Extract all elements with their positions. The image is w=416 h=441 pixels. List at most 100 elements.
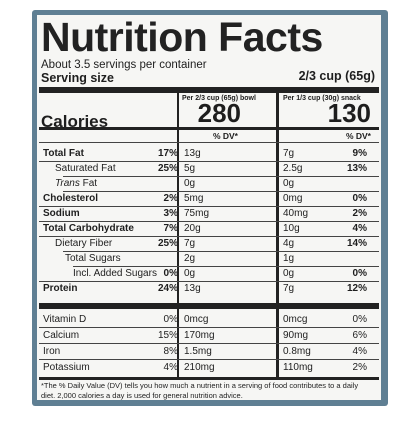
row-divider	[63, 251, 379, 252]
label-title: Nutrition Facts	[41, 15, 323, 60]
divider-footnote	[39, 377, 379, 380]
divider-thick-vitamins	[39, 303, 379, 309]
nutrient-row: Cholesterol 5mg 2% 0mg 0%	[39, 191, 379, 206]
dv-snack: 2%	[352, 208, 367, 219]
dv-bowl: 4%	[163, 362, 178, 373]
nutrient-name: Iron	[43, 346, 61, 357]
nutrient-name-italic: Trans	[55, 178, 80, 189]
amount-snack: 7g	[283, 148, 295, 159]
row-divider	[73, 266, 379, 267]
amount-snack: 0.8mg	[283, 346, 311, 357]
row-divider	[39, 161, 379, 162]
nutrition-label: Nutrition Facts About 3.5 servings per c…	[37, 15, 381, 400]
row-divider	[39, 221, 379, 222]
dv-snack: 4%	[352, 223, 367, 234]
amount-snack: 7g	[283, 283, 295, 294]
dv-bowl: 3%	[163, 208, 178, 219]
nutrient-row: Trans Fat 0g 0g	[39, 176, 379, 191]
amount-snack: 10g	[283, 223, 300, 234]
calories-snack: 130	[327, 98, 371, 128]
amount-bowl: 5mg	[184, 193, 204, 204]
calories-bowl: 280	[197, 98, 241, 128]
dv-header-bowl: % DV*	[212, 131, 238, 141]
amount-bowl: 170mg	[184, 330, 215, 341]
amount-bowl: 1.5mg	[184, 346, 212, 357]
nutrient-row: Total Sugars 2g 1g	[39, 251, 379, 266]
dv-snack: 2%	[352, 362, 367, 373]
dv-snack: 14%	[346, 238, 367, 249]
amount-bowl: 13g	[184, 148, 201, 159]
dv-snack: 13%	[346, 163, 367, 174]
dv-snack: 4%	[352, 346, 367, 357]
serving-size-value: 2/3 cup (65g)	[298, 69, 375, 83]
amount-bowl: 0g	[184, 268, 196, 279]
nutrient-row: Iron 1.5mg 8% 0.8mg 4%	[39, 344, 379, 359]
dv-snack: 0%	[352, 314, 367, 325]
amount-snack: 0mg	[283, 193, 303, 204]
serving-size-label: Serving size	[41, 71, 114, 85]
nutrient-name: Incl. Added Sugars	[73, 268, 157, 279]
amount-snack: 2.5g	[283, 163, 303, 174]
row-divider	[39, 206, 379, 207]
nutrient-name: Vitamin D	[43, 314, 87, 325]
dv-bowl: 15%	[157, 330, 178, 341]
column-divider-left	[177, 93, 179, 378]
nutrient-name: Sodium	[43, 208, 80, 219]
nutrient-name: Protein	[43, 283, 78, 294]
row-divider	[39, 327, 379, 328]
nutrient-name: Total Carbohydrate	[43, 223, 134, 234]
amount-snack: 0g	[283, 268, 295, 279]
row-divider	[63, 176, 379, 177]
nutrient-name: Total Sugars	[65, 253, 121, 264]
dv-footnote: *The % Daily Value (DV) tells you how mu…	[41, 381, 359, 400]
dv-bowl: 0%	[163, 268, 178, 279]
column-header-bowl: Per 2/3 cup (65g) bowl	[182, 95, 256, 102]
amount-snack: 0mcg	[283, 314, 308, 325]
row-divider	[39, 236, 379, 237]
divider-thick	[39, 87, 379, 93]
amount-bowl: 7g	[184, 238, 196, 249]
nutrient-name: Saturated Fat	[55, 163, 116, 174]
nutrient-row: Total Carbohydrate 20g 7% 10g 4%	[39, 221, 379, 236]
amount-bowl: 0mcg	[184, 314, 209, 325]
amount-snack: 110mg	[283, 362, 313, 373]
dv-header-snack: % DV*	[345, 131, 371, 141]
row-divider	[39, 343, 379, 344]
dv-snack: 9%	[352, 148, 367, 159]
amount-bowl: 2g	[184, 253, 196, 264]
dv-snack: 0%	[352, 193, 367, 204]
dv-bowl: 0%	[163, 314, 178, 325]
amount-snack: 4g	[283, 238, 295, 249]
dv-bowl: 24%	[157, 283, 178, 294]
nutrient-name: Potassium	[43, 362, 90, 373]
row-divider	[63, 191, 379, 192]
nutrient-row: Saturated Fat 5g 25% 2.5g 13%	[39, 161, 379, 176]
nutrient-row: Potassium 210mg 4% 110mg 2%	[39, 360, 379, 375]
nutrient-row: Sodium 75mg 3% 40mg 2%	[39, 206, 379, 221]
dv-snack: 0%	[352, 268, 367, 279]
nutrient-name-suffix: Fat	[79, 178, 98, 189]
nutrient-name: Cholesterol	[43, 193, 99, 204]
amount-snack: 90mg	[283, 330, 309, 341]
nutrient-name: Total Fat	[43, 148, 84, 159]
amount-bowl: 20g	[184, 223, 201, 234]
divider-medium	[39, 127, 379, 130]
nutrient-name: Dietary Fiber	[55, 238, 113, 249]
dv-bowl: 17%	[157, 148, 178, 159]
calories-label: Calories	[41, 112, 109, 131]
amount-bowl: 0g	[184, 178, 196, 189]
nutrient-row: Total Fat 13g 17% 7g 9%	[39, 146, 379, 161]
dv-bowl: 25%	[157, 238, 178, 249]
amount-snack: 0g	[283, 178, 295, 189]
dv-bowl: 2%	[163, 193, 178, 204]
nutrient-row: Protein 13g 24% 7g 12%	[39, 281, 379, 296]
nutrient-row: Dietary Fiber 7g 25% 4g 14%	[39, 236, 379, 251]
servings-per-container: About 3.5 servings per container	[41, 59, 207, 71]
dv-snack: 6%	[352, 330, 367, 341]
amount-snack: 1g	[283, 253, 295, 264]
column-divider-right	[276, 93, 279, 378]
amount-bowl: 75mg	[184, 208, 210, 219]
amount-bowl: 13g	[184, 283, 201, 294]
amount-bowl: 5g	[184, 163, 196, 174]
dv-snack: 12%	[346, 283, 367, 294]
